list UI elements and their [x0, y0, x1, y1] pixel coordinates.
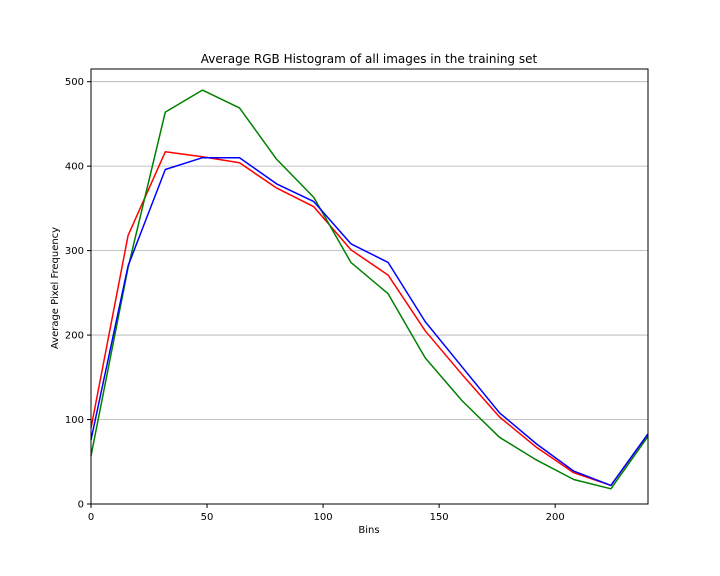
y-axis-ticks: 0 100 200 300 400 500	[65, 77, 91, 511]
y-tick-label: 500	[65, 77, 84, 88]
series-line-3	[90, 156, 649, 487]
x-axis-ticks: 0 50 100 150 200	[88, 504, 565, 523]
x-tick-label: 200	[546, 512, 565, 523]
x-tick-label: 100	[314, 512, 333, 523]
y-tick-label: 200	[65, 331, 84, 342]
x-axis-label: Bins	[358, 525, 379, 536]
y-tick-label: 300	[65, 246, 84, 257]
series-lines	[90, 89, 649, 490]
y-axis-label: Average Pixel Frequency	[50, 227, 61, 349]
series-line-2	[90, 89, 649, 490]
chart-title: Average RGB Histogram of all images in t…	[201, 52, 538, 66]
y-tick-label: 100	[65, 415, 84, 426]
x-tick-label: 50	[201, 512, 214, 523]
y-tick-label: 0	[78, 500, 84, 511]
plot-frame	[90, 68, 649, 505]
x-tick-label: 0	[88, 512, 94, 523]
y-tick-label: 400	[65, 162, 84, 173]
series-line-1	[90, 151, 649, 487]
grid-lines	[91, 81, 648, 420]
x-tick-label: 150	[430, 512, 449, 523]
